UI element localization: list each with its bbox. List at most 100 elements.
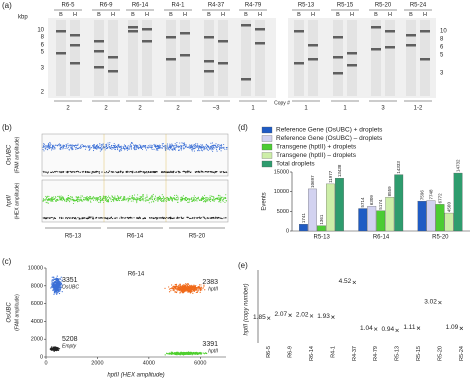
droplet xyxy=(60,284,62,286)
gel-smear xyxy=(241,20,251,96)
sample-label: R6-9 xyxy=(99,3,113,9)
droplet xyxy=(151,197,153,199)
droplet xyxy=(58,284,60,286)
droplet xyxy=(102,144,104,146)
droplet xyxy=(224,201,226,203)
droplet xyxy=(147,145,149,147)
droplet xyxy=(172,200,174,202)
droplet xyxy=(67,196,69,199)
droplet xyxy=(42,145,45,147)
panel-label: (c) xyxy=(2,257,12,266)
bar xyxy=(444,212,454,232)
droplet xyxy=(221,199,223,201)
gel-band xyxy=(166,58,176,61)
droplet xyxy=(156,217,158,219)
droplet xyxy=(223,198,225,200)
gel-band xyxy=(255,42,265,45)
droplet xyxy=(195,289,198,291)
droplet xyxy=(146,199,148,201)
droplet xyxy=(207,171,210,173)
droplet xyxy=(43,150,45,152)
droplet xyxy=(219,144,221,146)
droplet xyxy=(174,351,176,354)
droplet xyxy=(117,195,119,197)
droplet xyxy=(192,147,195,149)
droplet xyxy=(202,216,204,218)
droplet xyxy=(168,148,170,150)
droplet xyxy=(108,146,111,148)
gel-smear xyxy=(333,20,343,96)
droplet xyxy=(136,199,138,201)
droplet xyxy=(175,287,177,289)
droplet xyxy=(146,172,148,174)
annotation-label: hptII xyxy=(208,348,218,354)
droplet xyxy=(71,146,73,148)
droplet xyxy=(74,147,76,149)
droplet xyxy=(159,217,161,219)
droplet xyxy=(170,170,172,172)
droplet xyxy=(198,286,200,288)
gel-band xyxy=(94,40,104,43)
droplet xyxy=(124,217,126,219)
sample-label: R4-79 xyxy=(245,3,262,9)
droplet xyxy=(190,145,192,148)
droplet xyxy=(194,171,196,173)
gel-band xyxy=(218,40,228,43)
droplet xyxy=(128,148,130,150)
droplet xyxy=(98,197,100,199)
droplet xyxy=(201,144,203,146)
droplet xyxy=(181,196,183,198)
droplet xyxy=(194,287,197,289)
droplet xyxy=(109,142,111,144)
droplet xyxy=(171,218,173,220)
droplet xyxy=(50,143,52,146)
droplet xyxy=(60,197,62,199)
droplet xyxy=(114,217,116,219)
droplet xyxy=(55,286,57,288)
lane-label: H xyxy=(183,12,187,18)
droplet xyxy=(221,146,223,149)
droplet xyxy=(178,146,180,148)
droplet xyxy=(191,354,193,356)
droplet xyxy=(45,196,48,199)
droplet xyxy=(83,145,85,147)
droplet xyxy=(185,290,187,292)
droplet xyxy=(213,145,215,147)
gel-smear xyxy=(385,20,395,96)
droplet xyxy=(75,198,77,200)
droplet xyxy=(156,148,158,150)
droplet xyxy=(48,144,50,146)
droplet xyxy=(42,170,44,172)
droplet xyxy=(179,171,181,173)
droplet xyxy=(157,199,159,201)
droplet xyxy=(143,146,145,148)
droplet xyxy=(139,199,141,201)
droplet xyxy=(67,194,69,197)
droplet xyxy=(65,198,67,200)
droplet xyxy=(82,200,84,202)
droplet xyxy=(53,217,56,219)
gel-band xyxy=(128,26,138,29)
droplet xyxy=(215,147,217,149)
droplet xyxy=(174,149,177,151)
droplet xyxy=(46,202,48,204)
droplet xyxy=(197,217,199,219)
droplet xyxy=(57,283,59,285)
gel-band xyxy=(108,70,118,73)
droplet xyxy=(129,143,131,145)
droplet xyxy=(58,348,61,350)
droplet xyxy=(93,218,95,220)
gel-band xyxy=(406,44,416,47)
x-tick-label: 0 xyxy=(44,360,47,366)
droplet xyxy=(166,199,168,201)
droplet xyxy=(151,198,154,201)
lane-label: H xyxy=(221,12,225,18)
droplet xyxy=(77,147,79,149)
droplet xyxy=(112,196,114,198)
droplet xyxy=(127,145,129,147)
droplet xyxy=(185,172,187,174)
droplet xyxy=(176,142,178,144)
droplet xyxy=(126,198,128,200)
droplet xyxy=(190,146,192,148)
droplet xyxy=(60,195,62,197)
